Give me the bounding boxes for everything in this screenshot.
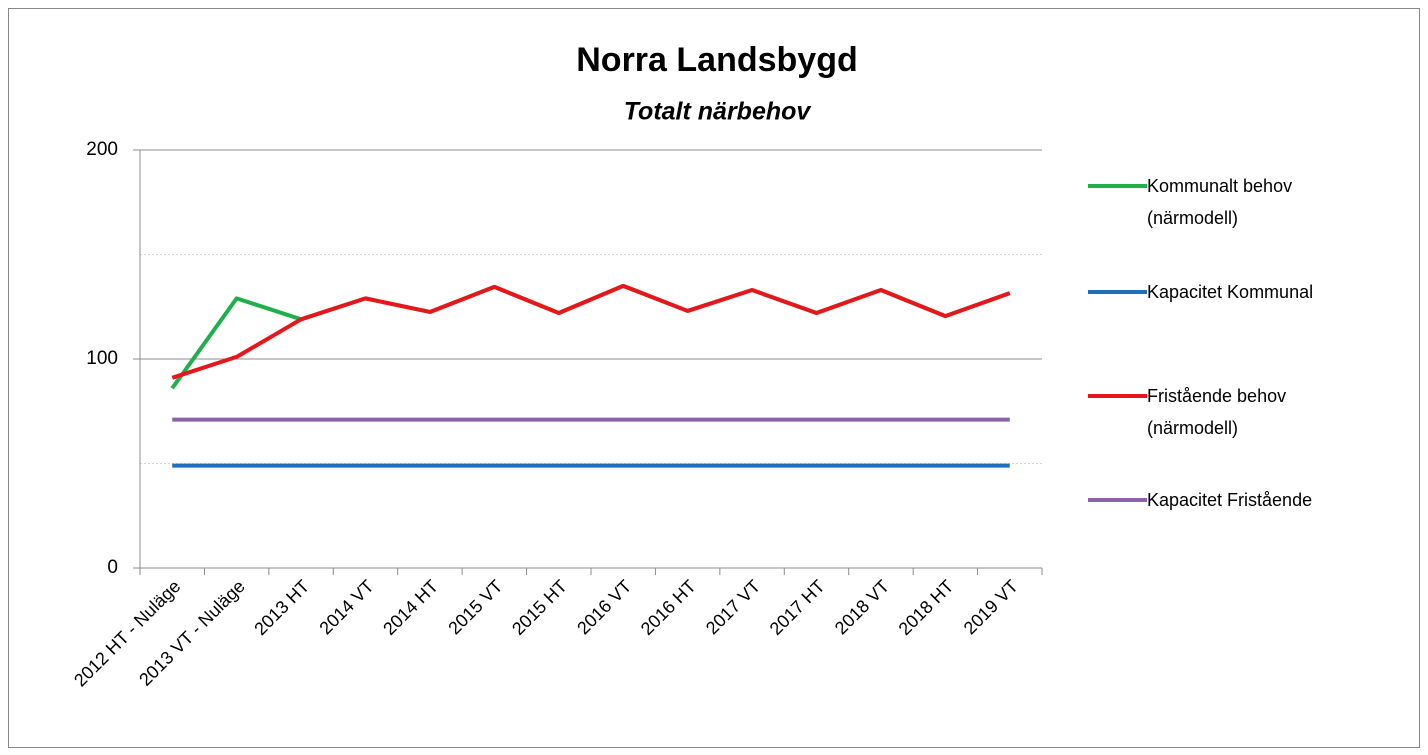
legend-label: Fristående behov (närmodell) bbox=[1147, 386, 1287, 438]
y-tick-label: 0 bbox=[107, 557, 118, 578]
legend-label: Kapacitet Kommunal bbox=[1147, 282, 1314, 302]
y-tick-label: 100 bbox=[86, 348, 118, 369]
chart-subtitle: Totalt närbehov bbox=[624, 98, 813, 126]
chart-border bbox=[8, 8, 1420, 748]
legend-label: Kommunalt behov (närmodell) bbox=[1147, 176, 1293, 228]
legend-label: Kapacitet Fristående bbox=[1147, 490, 1313, 510]
series-line bbox=[171, 283, 1011, 380]
y-tick-label: 200 bbox=[86, 139, 118, 160]
chart-title: Norra Landsbygd bbox=[576, 41, 857, 79]
